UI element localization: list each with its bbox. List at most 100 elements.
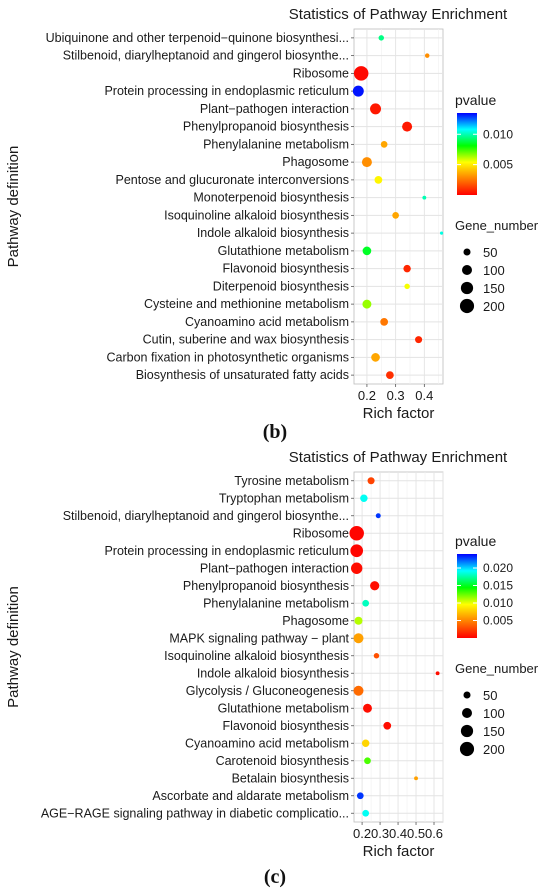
x-tick-label: 0.5 xyxy=(407,826,425,841)
data-point xyxy=(439,231,444,235)
x-tick-label: 0.3 xyxy=(387,388,405,403)
size-legend-dot xyxy=(463,248,471,256)
category-label: Phenylpropanoid biosynthesis xyxy=(183,120,349,134)
caption-c: (c) xyxy=(263,866,287,888)
data-point xyxy=(373,653,380,659)
data-point xyxy=(349,526,364,541)
size-legend-label: 100 xyxy=(483,706,505,721)
color-legend-title: pvalue xyxy=(455,92,496,108)
category-label: Glutathione metabolism xyxy=(218,701,349,715)
color-legend-label: 0.010 xyxy=(483,127,513,141)
color-bar xyxy=(457,113,477,195)
data-point xyxy=(353,66,369,81)
data-point xyxy=(380,141,388,148)
category-label: Plant−pathogen interaction xyxy=(200,561,349,575)
category-label: Phenylalanine metabolism xyxy=(203,596,349,610)
x-tick-label: 0.4 xyxy=(389,826,407,841)
x-tick-label: 0.4 xyxy=(415,388,433,403)
size-legend-dot xyxy=(463,691,471,699)
data-point xyxy=(415,336,423,344)
category-label: MAPK signaling pathway − plant xyxy=(169,631,349,645)
size-legend-label: 150 xyxy=(483,724,505,739)
x-tick-label: 0.3 xyxy=(371,826,389,841)
data-point xyxy=(363,703,372,713)
data-point xyxy=(362,599,370,607)
size-legend-dot xyxy=(462,708,472,718)
data-point xyxy=(356,792,364,800)
category-label: Phagosome xyxy=(282,614,349,628)
x-tick-label: 0.2 xyxy=(353,826,371,841)
size-legend-label: 200 xyxy=(483,299,505,314)
category-label: Flavonoid biosynthesis xyxy=(223,719,349,733)
data-point xyxy=(362,809,370,817)
data-point xyxy=(362,299,372,309)
x-axis-title: Rich factor xyxy=(363,405,435,420)
caption-b: (b) xyxy=(262,421,288,443)
category-label: Cutin, suberine and wax biosynthesis xyxy=(143,333,349,347)
category-label: Betalain biosynthesis xyxy=(232,771,349,785)
data-point xyxy=(422,195,427,200)
color-legend-label: 0.005 xyxy=(483,158,513,172)
enrichment-chart-b: Statistics of Pathway Enrichment Ubiquino… xyxy=(5,6,539,422)
data-point xyxy=(435,671,440,676)
size-legend-label: 50 xyxy=(483,688,497,703)
category-label: Glutathione metabolism xyxy=(218,244,349,258)
category-label: Ubiquinone and other terpenoid−quinone b… xyxy=(46,31,349,45)
data-point xyxy=(375,513,381,519)
data-point xyxy=(364,757,371,765)
size-legend-label: 100 xyxy=(483,263,505,278)
category-label: Ascorbate and aldarate metabolism xyxy=(152,789,349,803)
color-bar xyxy=(457,554,477,638)
enrichment-chart-c: Statistics of Pathway Enrichment Tyrosine… xyxy=(5,449,539,860)
data-point xyxy=(350,562,363,574)
category-label: Stilbenoid, diarylheptanoid and gingerol… xyxy=(63,49,349,63)
chart-panel-b: Statistics of Pathway Enrichment Ubiquino… xyxy=(0,0,550,422)
size-legend-label: 50 xyxy=(483,245,497,260)
category-label: Monoterpenoid biosynthesis xyxy=(193,191,349,205)
data-point xyxy=(424,53,430,58)
data-point xyxy=(361,739,370,747)
category-label: Cyanoamino acid metabolism xyxy=(185,315,349,329)
category-label: Indole alkaloid biosynthesis xyxy=(197,226,349,240)
y-axis-title: Pathway definition xyxy=(5,146,22,268)
category-label: Protein processing in endoplasmic reticu… xyxy=(104,84,349,98)
data-point xyxy=(361,157,372,168)
category-label: Phenylalanine metabolism xyxy=(203,137,349,151)
category-label: Protein processing in endoplasmic reticu… xyxy=(104,544,349,558)
data-point xyxy=(352,85,364,97)
category-label: Cyanoamino acid metabolism xyxy=(185,736,349,750)
chart-title: Statistics of Pathway Enrichment xyxy=(289,6,508,23)
size-legend-title: Gene_number xyxy=(455,218,539,233)
category-label: Carbon fixation in photosynthetic organi… xyxy=(107,350,350,364)
category-label: Stilbenoid, diarylheptanoid and gingerol… xyxy=(63,509,349,523)
category-label: Tyrosine metabolism xyxy=(234,474,349,488)
data-point xyxy=(350,544,364,558)
data-point xyxy=(380,318,389,326)
color-legend-label: 0.015 xyxy=(483,579,513,593)
category-label: Phagosome xyxy=(282,155,349,169)
color-legend-label: 0.005 xyxy=(483,614,513,628)
size-legend-dot xyxy=(460,281,474,295)
category-label: Flavonoid biosynthesis xyxy=(223,262,349,276)
size-legend-dot xyxy=(460,724,474,738)
category-label: Indole alkaloid biosynthesis xyxy=(197,666,349,680)
data-point xyxy=(383,721,392,730)
category-label: Plant−pathogen interaction xyxy=(200,102,349,116)
category-label: Ribosome xyxy=(293,66,349,80)
data-point xyxy=(403,264,411,273)
category-label: Biosynthesis of unsaturated fatty acids xyxy=(136,368,349,382)
category-label: Phenylpropanoid biosynthesis xyxy=(183,579,349,593)
size-legend-dot xyxy=(462,265,472,275)
data-point xyxy=(374,176,383,184)
data-point xyxy=(371,353,380,362)
data-point xyxy=(414,776,418,781)
category-label: Diterpenoid biosynthesis xyxy=(213,279,349,293)
category-label: Glycolysis / Gluconeogenesis xyxy=(186,684,349,698)
color-legend-label: 0.010 xyxy=(483,596,513,610)
size-legend-label: 200 xyxy=(483,742,505,757)
data-point xyxy=(392,212,399,219)
category-label: Pentose and glucuronate interconversions xyxy=(116,173,349,187)
chart-title: Statistics of Pathway Enrichment xyxy=(289,449,508,466)
x-axis-title: Rich factor xyxy=(363,843,435,860)
data-point xyxy=(367,477,375,485)
